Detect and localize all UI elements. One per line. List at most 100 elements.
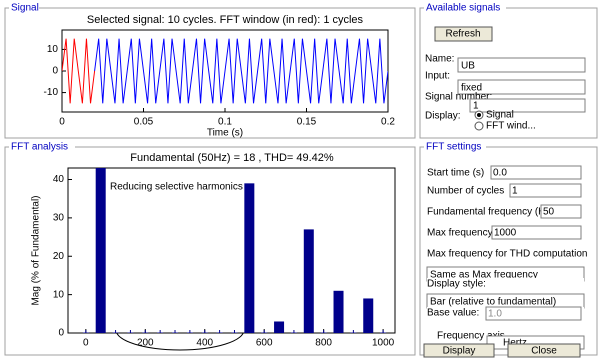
x-tick-label: 0 <box>83 338 89 349</box>
y-tick-label: 0 <box>52 66 58 77</box>
x-tick-label: 600 <box>256 338 273 349</box>
plot-clip <box>82 168 387 333</box>
input-dropdown[interactable] <box>457 79 586 95</box>
x-tick-label: 0.05 <box>134 117 154 128</box>
bar <box>274 321 285 333</box>
x-tick-label: 0 <box>59 117 65 128</box>
label: Fundamental frequency (Hz) <box>427 207 554 218</box>
refresh-button[interactable] <box>434 26 493 42</box>
bar <box>244 183 255 333</box>
bar <box>333 290 344 333</box>
chart-title: Selected signal: 10 cycles. FFT window (… <box>87 14 364 26</box>
radio-label: Signal <box>486 110 514 121</box>
value: 0.0 <box>493 168 507 179</box>
zero-marker <box>290 330 297 333</box>
x-tick-label: 800 <box>315 338 332 349</box>
chart-title: Fundamental (50Hz) = 18 , THD= 49.42% <box>130 152 334 164</box>
bar <box>95 168 106 333</box>
signal-line <box>94 38 388 104</box>
zero-marker <box>261 330 268 333</box>
value: 50 <box>543 207 555 218</box>
zero-marker <box>112 330 119 333</box>
zero-marker <box>216 330 223 333</box>
x-axis-label: Time (s) <box>207 128 243 139</box>
max-frequency-input[interactable] <box>491 225 582 240</box>
button-label: Refresh <box>445 29 480 40</box>
available-panel <box>419 7 598 139</box>
label-bg <box>424 2 506 14</box>
start-time-input[interactable] <box>490 165 582 180</box>
label-bg <box>424 141 486 153</box>
y-axis-label: Mag (% of Fundamental) <box>31 195 42 305</box>
zero-marker <box>186 330 193 333</box>
label: Number of cycles <box>427 186 504 197</box>
plot-area <box>67 167 396 334</box>
label: Name: <box>425 54 454 65</box>
bar <box>363 298 374 333</box>
button-label: Close <box>531 346 557 357</box>
zero-marker <box>127 330 134 333</box>
x-tick-label: 400 <box>196 338 213 349</box>
y-tick-label: 10 <box>47 44 59 55</box>
name-dropdown[interactable] <box>457 57 586 73</box>
panel-title: Signal <box>11 3 39 14</box>
label: Max frequency for THD computation: <box>427 249 590 260</box>
zero-marker <box>157 330 164 333</box>
label-bg <box>9 2 39 14</box>
fft-panel <box>4 146 416 356</box>
y-tick-label: 20 <box>53 251 65 262</box>
x-tick-label: 1000 <box>372 338 395 349</box>
value: 1 <box>473 101 479 112</box>
x-tick-label: 0.2 <box>381 117 395 128</box>
zero-marker <box>142 330 149 333</box>
x-tick-label: 0.1 <box>218 117 232 128</box>
annotation: Reducing selective harmonics <box>110 182 243 193</box>
zero-marker <box>172 330 179 333</box>
zero-marker <box>380 330 387 333</box>
label-bg <box>427 278 584 290</box>
label: Base value: <box>427 308 479 319</box>
x-tick-label: 200 <box>137 338 154 349</box>
label: Display: <box>425 111 461 122</box>
label: Signal number: <box>425 92 492 103</box>
zero-marker <box>320 330 327 333</box>
radio-dot <box>477 113 481 117</box>
value: 1000 <box>494 228 517 239</box>
plot-clip <box>62 38 388 104</box>
label-bg <box>9 141 75 153</box>
y-tick-label: 10 <box>53 289 65 300</box>
value: 1.0 <box>488 309 502 320</box>
label: Input: <box>425 71 450 82</box>
zero-marker <box>231 330 238 333</box>
signal-line <box>62 38 96 104</box>
radio-label: FFT wind... <box>486 121 536 132</box>
label: Start time (s) <box>427 168 484 179</box>
label: Frequency axis <box>437 331 505 342</box>
display-button[interactable] <box>423 343 495 358</box>
zero-marker <box>82 330 89 333</box>
panel-title: FFT analysis <box>11 142 68 153</box>
y-tick-label: -10 <box>44 87 59 98</box>
radio[interactable] <box>474 121 484 131</box>
base-value-input <box>485 306 582 321</box>
cycles-input[interactable] <box>509 183 582 198</box>
zero-marker <box>201 330 208 333</box>
panel-title: Available signals <box>426 3 500 14</box>
fundamental-input[interactable] <box>540 204 582 219</box>
value: Bar (relative to fundamental) <box>430 297 556 308</box>
value: UB <box>461 61 475 72</box>
panel-title: FFT settings <box>426 142 481 153</box>
value: 1 <box>512 186 518 197</box>
close-button[interactable] <box>507 343 581 358</box>
signal-panel <box>4 7 416 139</box>
label: Display style: <box>427 279 486 290</box>
value: Same as Max frequency <box>430 270 538 281</box>
y-tick-label: 30 <box>53 213 65 224</box>
button-label: Display <box>443 346 476 357</box>
value: fixed <box>461 83 482 94</box>
y-tick-label: 0 <box>58 328 64 339</box>
label: Max frequency (Hz) <box>427 228 514 239</box>
signal-number-input[interactable] <box>469 98 586 113</box>
y-tick-label: 40 <box>53 174 65 185</box>
